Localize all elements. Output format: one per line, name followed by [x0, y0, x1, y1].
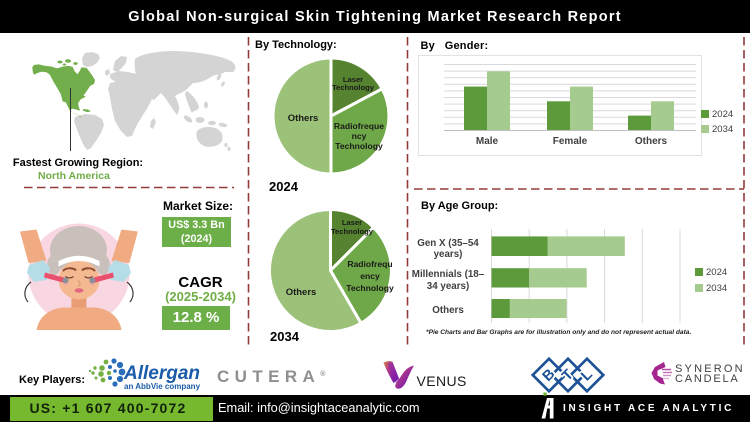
- svg-text:T: T: [559, 367, 577, 385]
- svg-text:an AbbVie company: an AbbVie company: [124, 382, 201, 391]
- svg-text:B: B: [540, 366, 559, 385]
- svg-text:Allergan: Allergan: [123, 363, 200, 384]
- svg-text:L: L: [578, 367, 596, 385]
